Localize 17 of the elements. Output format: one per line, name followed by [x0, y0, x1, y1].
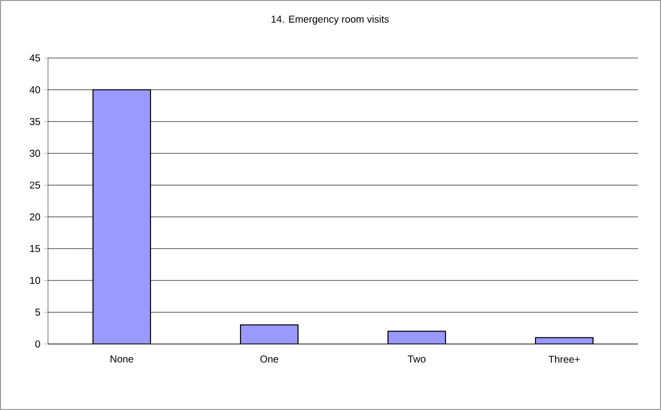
bar [92, 89, 152, 344]
y-tick-label: 20 [30, 213, 40, 220]
x-tick-label: Three+ [548, 356, 580, 363]
y-tick-label: 10 [30, 276, 40, 284]
bar [240, 324, 299, 344]
x-tick-label: Two [408, 356, 426, 362]
y-tick-label: 40 [30, 86, 40, 94]
y-tick-label: 25 [30, 182, 40, 189]
y-tick-label: 30 [30, 150, 40, 157]
x-tick-label: None [110, 356, 134, 362]
chart-title: 14. Emergency room visits [272, 15, 389, 25]
y-tick-label: 5 [35, 308, 40, 316]
y-tick-label: 15 [30, 245, 40, 252]
y-tick-label: 0 [35, 340, 40, 348]
y-tick-label: 45 [30, 54, 40, 62]
x-tick-label: One [260, 356, 278, 363]
y-tick-label: 35 [30, 118, 40, 126]
